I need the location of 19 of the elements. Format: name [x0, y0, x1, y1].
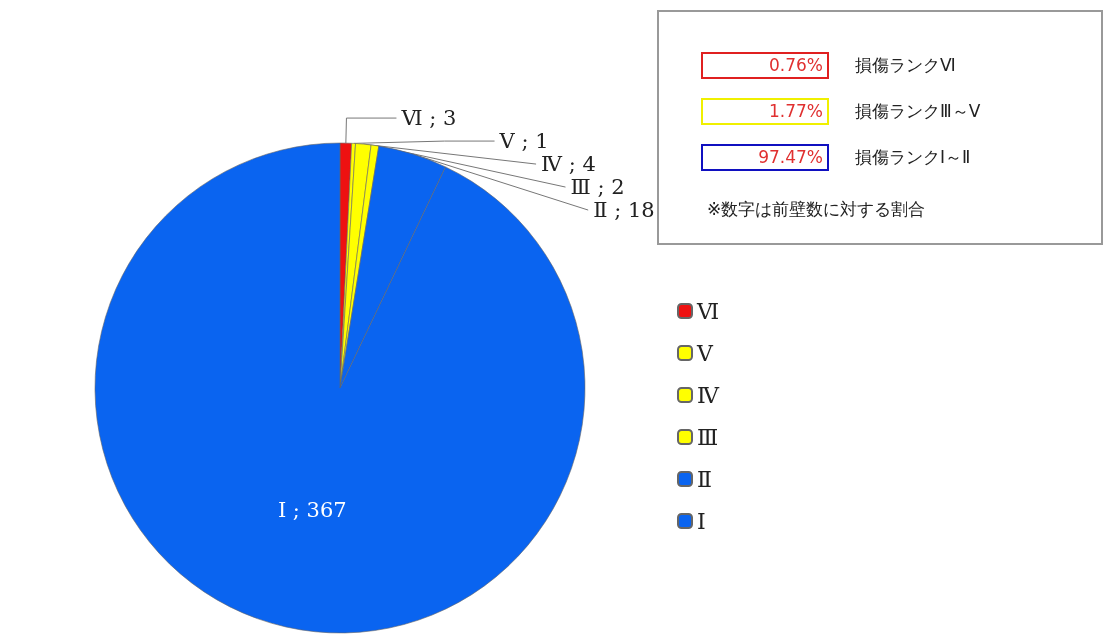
text: 97.47% [701, 144, 829, 171]
legend-label: Ⅲ [697, 424, 719, 450]
text: ※数字は前壁数に対する割合 [707, 198, 926, 221]
legend-label: Ⅵ [696, 298, 720, 324]
data-label: Ⅵ ; 3 [400, 106, 457, 131]
data-label: Ⅰ ; 367 [277, 498, 347, 523]
data-label: Ⅲ ; 2 [570, 175, 625, 200]
text: 1.77% [701, 98, 829, 125]
text: 損傷ランクⅠ～Ⅱ [855, 146, 971, 169]
legend-label: Ⅴ [696, 340, 714, 366]
text: 損傷ランクⅢ～Ⅴ [855, 100, 981, 123]
data-label: Ⅱ ; 18 [593, 198, 655, 223]
text: 損傷ランクⅥ [855, 54, 956, 77]
data-label: Ⅳ ; 4 [541, 152, 596, 177]
legend-label: Ⅰ [697, 508, 706, 534]
data-label: Ⅴ ; 1 [498, 129, 549, 154]
legend-label: Ⅳ [697, 382, 720, 408]
legend-label: Ⅱ [697, 466, 712, 492]
text: 0.76% [701, 52, 829, 79]
